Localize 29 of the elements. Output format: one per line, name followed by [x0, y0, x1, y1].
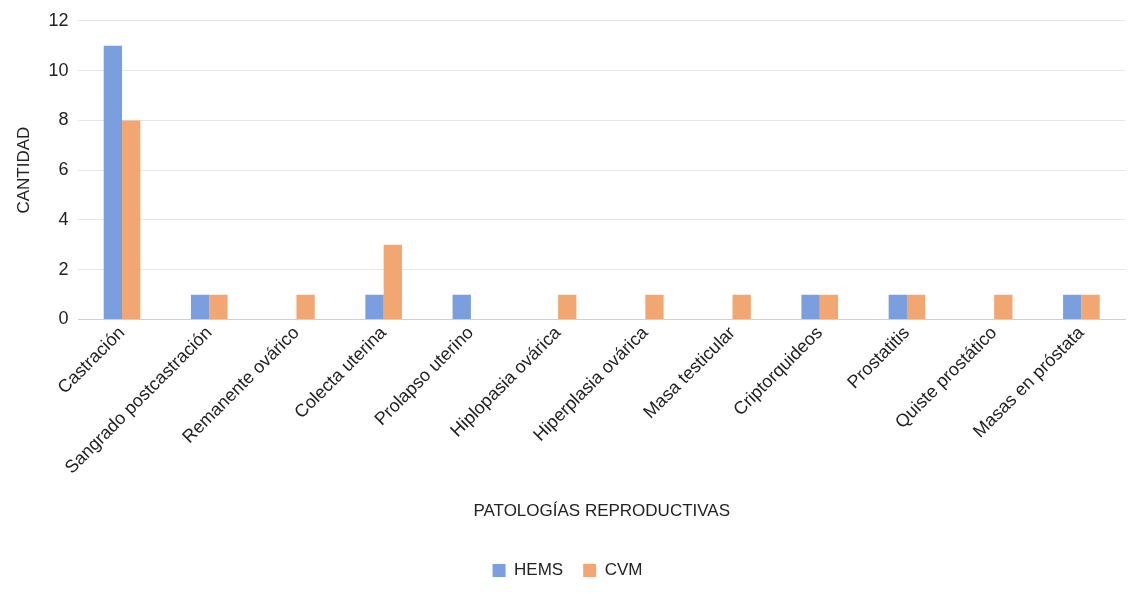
bar	[452, 294, 471, 320]
bar	[296, 294, 315, 320]
legend-label: CVM	[604, 560, 643, 580]
y-tick-label: 8	[58, 109, 69, 130]
legend-label: HEMS	[514, 560, 564, 580]
bar	[1063, 294, 1082, 320]
bar	[383, 244, 402, 320]
x-axis-title: PATOLOGÍAS REPRODUCTIVAS	[473, 501, 731, 521]
bar	[209, 294, 228, 320]
bar	[558, 294, 577, 320]
bar	[819, 294, 839, 320]
bar	[103, 45, 123, 320]
y-axis-title: CANTIDAD	[13, 126, 33, 214]
y-tick-label: 10	[48, 59, 69, 80]
bar	[732, 294, 751, 320]
bar	[190, 294, 210, 320]
bar	[906, 294, 926, 320]
bar	[122, 120, 141, 320]
y-tick-label: 4	[58, 208, 69, 229]
y-tick-label: 2	[58, 258, 69, 279]
y-tick-label: 0	[58, 308, 69, 329]
bar	[994, 294, 1013, 320]
bar	[888, 294, 907, 320]
bar	[645, 294, 664, 320]
bar	[801, 294, 820, 320]
bar	[365, 294, 384, 320]
bar	[1081, 294, 1100, 320]
y-tick-label: 6	[58, 159, 69, 180]
y-tick-label: 12	[48, 9, 69, 30]
